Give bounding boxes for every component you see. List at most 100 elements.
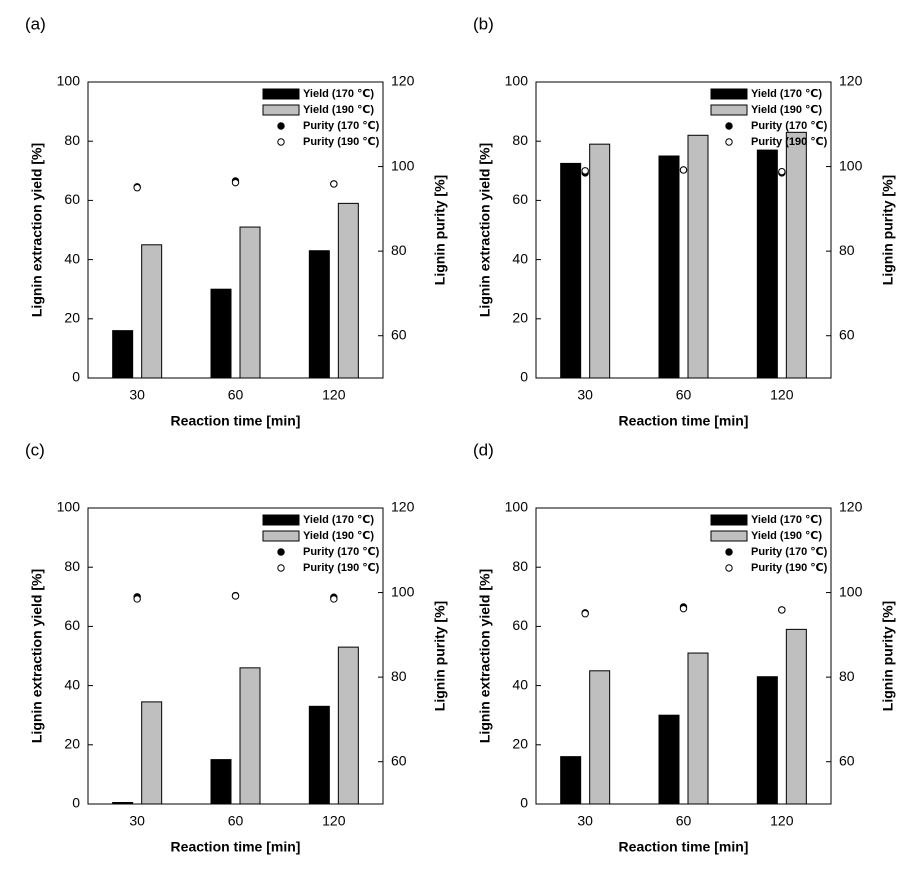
point bbox=[231, 592, 240, 600]
bar bbox=[560, 162, 582, 379]
x-tick-label: 60 bbox=[676, 813, 692, 829]
legend-label: Purity (170 ℃) bbox=[303, 120, 380, 132]
x-tick-label: 120 bbox=[322, 387, 346, 403]
bar bbox=[141, 244, 163, 379]
bar bbox=[210, 288, 232, 379]
y-tick-label: 40 bbox=[512, 676, 528, 692]
y-tick-label: 100 bbox=[505, 499, 529, 515]
x-tick-label: 60 bbox=[676, 387, 692, 403]
plot-frame bbox=[87, 507, 384, 805]
y-tick-label: 0 bbox=[520, 795, 528, 811]
panel-label: (b) bbox=[473, 14, 494, 33]
legend-label: Yield (170 ℃) bbox=[303, 514, 374, 526]
y-tick-label: 60 bbox=[64, 617, 80, 633]
bar bbox=[687, 134, 709, 379]
x-tick-label: 30 bbox=[129, 813, 145, 829]
bar bbox=[112, 802, 134, 805]
x-tick-label: 120 bbox=[770, 387, 794, 403]
point bbox=[133, 595, 141, 603]
y2-tick-label: 60 bbox=[839, 326, 855, 342]
y2-axis-label: Lignin purity [%] bbox=[880, 601, 896, 711]
y-axis-label: Lignin extraction yield [%] bbox=[29, 143, 45, 317]
bar bbox=[308, 250, 330, 379]
y-tick-label: 40 bbox=[512, 250, 528, 266]
y-tick-label: 20 bbox=[512, 736, 528, 752]
y-tick-label: 80 bbox=[512, 132, 528, 148]
legend-label: Yield (170 ℃) bbox=[303, 88, 374, 100]
legend-marker bbox=[725, 138, 733, 146]
legend-swatch bbox=[710, 530, 748, 542]
y2-tick-label: 60 bbox=[839, 752, 855, 768]
y2-tick-label: 100 bbox=[391, 583, 415, 599]
y-tick-label: 0 bbox=[520, 369, 528, 385]
y-tick-label: 20 bbox=[64, 310, 80, 326]
legend-marker bbox=[725, 548, 733, 556]
point bbox=[330, 180, 338, 188]
y2-tick-label: 100 bbox=[391, 157, 415, 173]
y-tick-label: 0 bbox=[72, 369, 80, 385]
legend-label: Purity (170 ℃) bbox=[751, 120, 828, 132]
legend-label: Yield (190 ℃) bbox=[751, 530, 822, 542]
legend-swatch bbox=[710, 514, 748, 526]
y-axis-label: Lignin extraction yield [%] bbox=[29, 569, 45, 743]
y2-axis-label: Lignin purity [%] bbox=[880, 175, 896, 285]
bar bbox=[589, 143, 611, 379]
point bbox=[231, 178, 240, 187]
point bbox=[330, 595, 338, 603]
x-tick-label: 60 bbox=[228, 813, 244, 829]
y-tick-label: 0 bbox=[72, 795, 80, 811]
y2-tick-label: 60 bbox=[391, 752, 407, 768]
bar bbox=[112, 330, 134, 379]
y-tick-label: 40 bbox=[64, 250, 80, 266]
y-tick-label: 40 bbox=[64, 676, 80, 692]
y-tick-label: 80 bbox=[64, 558, 80, 574]
legend-label: Yield (190 ℃) bbox=[303, 530, 374, 542]
legend-label: Purity (170 ℃) bbox=[751, 546, 828, 558]
legend-marker bbox=[725, 564, 733, 572]
y2-tick-label: 80 bbox=[839, 242, 855, 258]
bar bbox=[687, 652, 709, 805]
x-axis-label: Reaction time [min] bbox=[619, 839, 749, 855]
legend-swatch bbox=[710, 88, 748, 100]
bar bbox=[589, 670, 611, 805]
y2-axis-label: Lignin purity [%] bbox=[432, 601, 448, 711]
y2-tick-label: 120 bbox=[839, 499, 863, 515]
bar bbox=[141, 701, 163, 805]
legend-label: Yield (190 ℃) bbox=[751, 104, 822, 116]
legend-marker bbox=[725, 122, 733, 130]
legend-label: Purity (190 ℃) bbox=[751, 136, 828, 148]
y-axis-label: Lignin extraction yield [%] bbox=[477, 569, 493, 743]
bar bbox=[337, 646, 359, 805]
x-tick-label: 120 bbox=[322, 813, 346, 829]
bar bbox=[756, 676, 778, 805]
y2-tick-label: 80 bbox=[391, 242, 407, 258]
y-tick-label: 60 bbox=[64, 191, 80, 207]
y2-tick-label: 100 bbox=[839, 157, 863, 173]
legend-marker bbox=[277, 564, 285, 572]
point bbox=[778, 606, 786, 614]
legend-swatch bbox=[710, 104, 748, 116]
y-tick-label: 80 bbox=[512, 558, 528, 574]
plot-frame bbox=[87, 81, 384, 379]
y-tick-label: 100 bbox=[57, 499, 81, 515]
y2-tick-label: 100 bbox=[839, 583, 863, 599]
panel-label: (a) bbox=[25, 14, 46, 33]
legend-label: Purity (170 ℃) bbox=[303, 546, 380, 558]
bar bbox=[560, 756, 582, 805]
bar bbox=[785, 131, 807, 379]
legend-swatch bbox=[262, 514, 300, 526]
y2-tick-label: 120 bbox=[391, 73, 415, 89]
plot-frame bbox=[535, 507, 832, 805]
x-tick-label: 30 bbox=[577, 387, 593, 403]
x-axis-label: Reaction time [min] bbox=[619, 413, 749, 429]
y-tick-label: 20 bbox=[64, 736, 80, 752]
y2-tick-label: 80 bbox=[839, 668, 855, 684]
legend-swatch bbox=[262, 104, 300, 116]
point bbox=[778, 167, 786, 176]
legend-label: Purity (190 ℃) bbox=[303, 562, 380, 574]
panel-label: (c) bbox=[25, 440, 45, 459]
x-tick-label: 30 bbox=[577, 813, 593, 829]
point bbox=[581, 167, 589, 175]
